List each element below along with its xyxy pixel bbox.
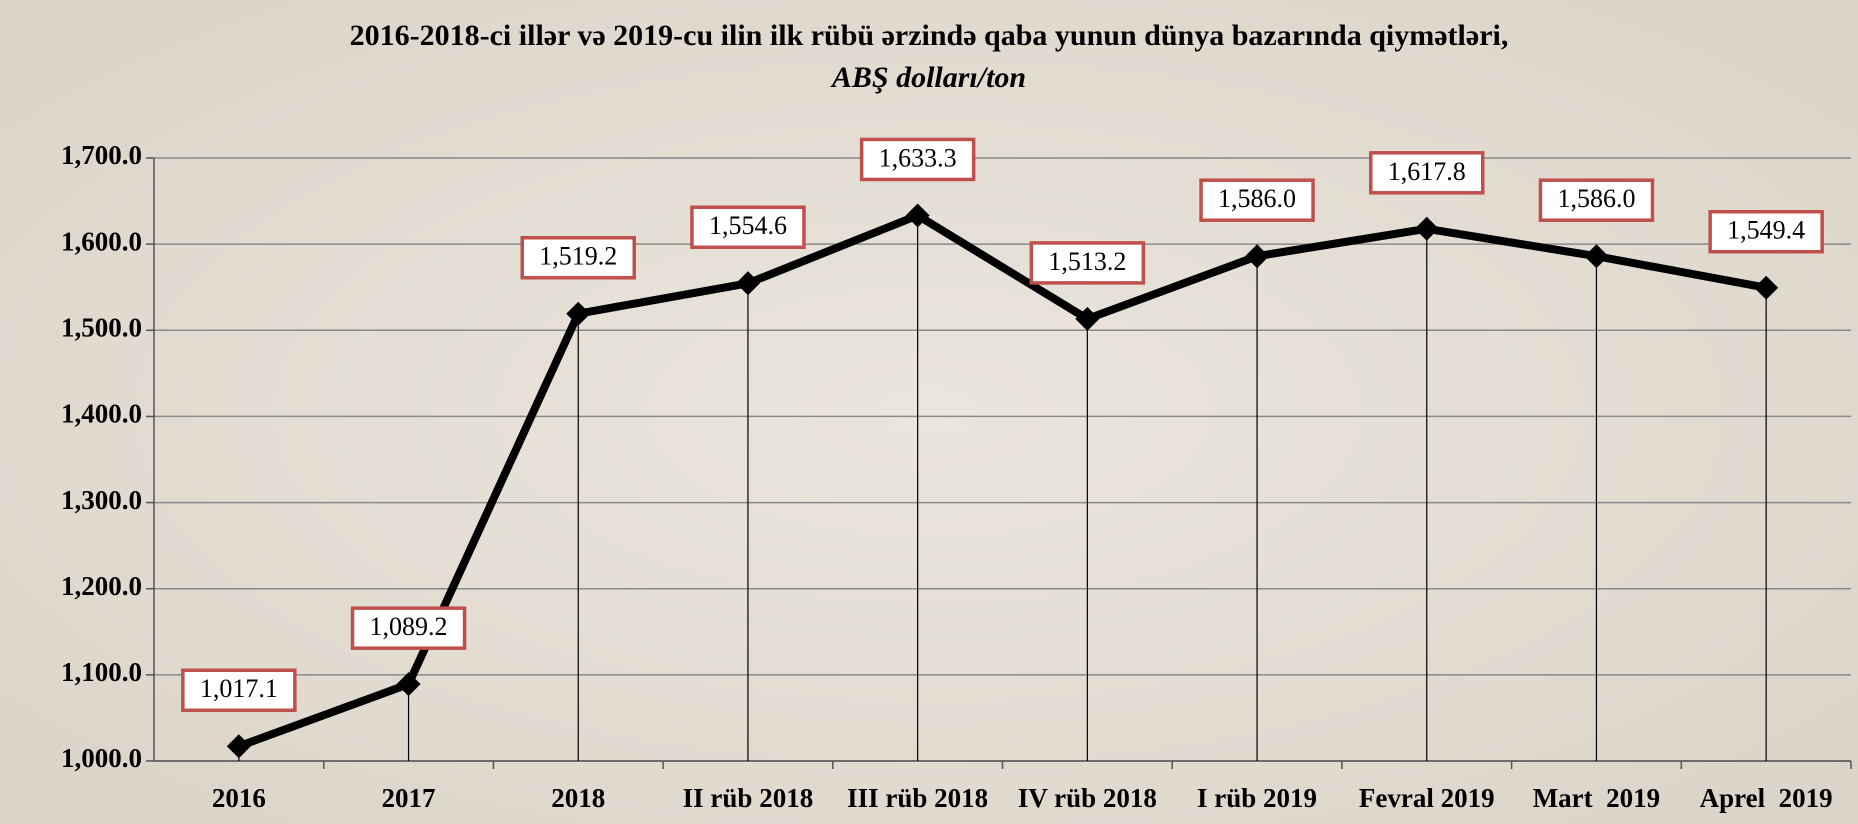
y-tick-label: 1,600.0 (61, 226, 142, 256)
chart-subtitle: ABŞ dolları/ton (830, 61, 1026, 94)
y-tick-label: 1,700.0 (61, 140, 142, 170)
value-label: 1,089.2 (370, 612, 448, 641)
value-label: 1,617.8 (1388, 157, 1466, 186)
y-tick-label: 1,200.0 (61, 571, 142, 601)
x-tick-label: Aprel 2019 (1700, 783, 1833, 813)
x-tick-label: IV rüb 2018 (1018, 783, 1157, 813)
x-tick-label: 2018 (551, 783, 605, 813)
x-tick-label: 2016 (212, 783, 266, 813)
x-tick-label: 2017 (382, 783, 436, 813)
value-label: 1,549.4 (1727, 216, 1805, 245)
value-label: 1,513.2 (1048, 247, 1126, 276)
value-label: 1,554.6 (709, 211, 787, 240)
y-tick-label: 1,500.0 (61, 312, 142, 342)
x-tick-label: Mart 2019 (1533, 783, 1660, 813)
value-label: 1,586.0 (1218, 184, 1296, 213)
y-tick-label: 1,000.0 (61, 743, 142, 773)
x-tick-label: Fevral 2019 (1359, 783, 1495, 813)
y-tick-label: 1,100.0 (61, 657, 142, 687)
x-tick-label: III rüb 2018 (847, 783, 988, 813)
value-label: 1,017.1 (200, 674, 278, 703)
value-label: 1,519.2 (539, 242, 617, 271)
x-tick-label: II rüb 2018 (683, 783, 814, 813)
chart-title: 2016-2018-ci illər və 2019-cu ilin ilk r… (350, 19, 1509, 52)
value-label: 1,633.3 (879, 143, 957, 172)
x-tick-label: I rüb 2019 (1197, 783, 1317, 813)
chart: 2016-2018-ci illər və 2019-cu ilin ilk r… (0, 0, 1858, 824)
value-label: 1,586.0 (1557, 184, 1635, 213)
y-tick-label: 1,400.0 (61, 399, 142, 429)
y-tick-label: 1,300.0 (61, 485, 142, 515)
